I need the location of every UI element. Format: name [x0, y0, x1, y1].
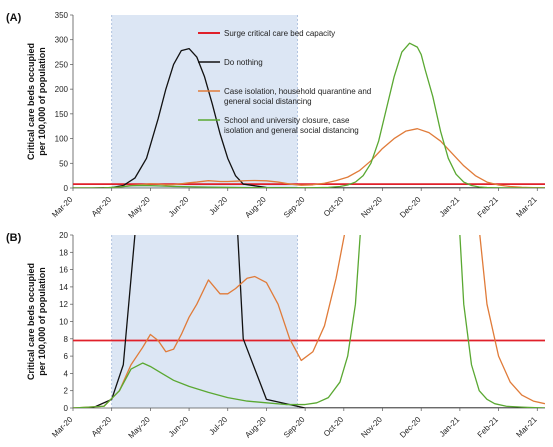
- x-tick-label: Aug-20: [243, 195, 268, 220]
- x-tick-label: Apr-20: [90, 195, 114, 219]
- shaded-intervention-period: [111, 235, 298, 408]
- x-tick-label: Dec-20: [398, 195, 423, 220]
- y-axis-label-line: per 100,000 of population: [37, 47, 47, 156]
- x-tick-label: Feb-21: [476, 415, 501, 440]
- y-tick-label: 2: [64, 387, 69, 396]
- x-tick-label: Dec-20: [398, 415, 423, 440]
- y-tick-label: 50: [59, 159, 68, 168]
- y-tick-label: 200: [55, 85, 69, 94]
- x-tick-label: Feb-21: [476, 195, 501, 220]
- legend-label-line: School and university closure, case: [224, 116, 350, 125]
- x-tick-label: Jan-21: [438, 415, 462, 439]
- legend-label-line: Case isolation, household quarantine and: [224, 87, 371, 96]
- y-tick-label: 4: [64, 369, 69, 378]
- y-tick-label: 0: [64, 404, 69, 413]
- y-tick-label: 8: [64, 335, 69, 344]
- legend-label: Case isolation, household quarantine and…: [224, 87, 371, 106]
- x-tick-label: Jul-20: [207, 415, 229, 437]
- y-axis-label-line: per 100,000 of population: [37, 267, 47, 376]
- x-tick-label: Apr-20: [90, 415, 114, 439]
- x-tick-label: Nov-20: [359, 415, 384, 440]
- panel-label: (B): [6, 232, 22, 244]
- series-line-case-isolation-household-quarantine-and-general-social-distancing: [73, 235, 545, 408]
- x-tick-label: Mar-20: [50, 415, 75, 440]
- legend-label-line: isolation and general social distancing: [224, 126, 359, 135]
- y-tick-label: 0: [64, 184, 69, 193]
- legend: Surge critical care bed capacity Do nothi…: [198, 29, 371, 135]
- x-tick-label: Nov-20: [359, 195, 384, 220]
- legend-label: Surge critical care bed capacity: [224, 29, 335, 38]
- x-tick-label: May-20: [127, 415, 153, 441]
- x-tick-label: Jun-20: [167, 415, 191, 439]
- x-tick-label: Sep-20: [282, 195, 307, 220]
- y-tick-label: 300: [55, 36, 69, 45]
- y-tick-label: 20: [59, 231, 68, 240]
- legend-label-line: general social distancing: [224, 97, 312, 106]
- x-tick-label: Mar-21: [514, 195, 539, 220]
- y-tick-label: 250: [55, 60, 69, 69]
- y-tick-label: 100: [55, 135, 69, 144]
- panel-a: 0 50 100 150 200 250 300 350 Mar-20 Apr-20 May-20 J…: [6, 11, 545, 220]
- series-lines: [73, 235, 545, 408]
- y-tick-label: 16: [59, 266, 68, 275]
- legend-label: Do nothing: [224, 58, 263, 67]
- y-axis-label: Critical care beds occupiedper 100,000 o…: [26, 263, 47, 380]
- x-tick-label: Jun-20: [167, 195, 191, 219]
- y-axis-label-line: Critical care beds occupied: [26, 263, 36, 380]
- series-lines: [73, 42, 545, 188]
- y-tick-label: 6: [64, 352, 69, 361]
- panel-label: (A): [6, 12, 22, 24]
- x-tick-label: Oct-20: [322, 415, 346, 439]
- x-tick-label: Aug-20: [243, 415, 268, 440]
- x-tick-label: Mar-21: [514, 415, 539, 440]
- x-tick-label: May-20: [127, 195, 153, 221]
- shaded-intervention-period: [111, 15, 298, 188]
- legend-label-line: Do nothing: [224, 58, 263, 67]
- legend-label-line: Surge critical care bed capacity: [224, 29, 335, 38]
- y-tick-label: 150: [55, 110, 69, 119]
- x-tick-label: Oct-20: [322, 195, 346, 219]
- y-tick-label: 18: [59, 248, 68, 257]
- y-tick-label: 350: [55, 11, 69, 20]
- y-tick-label: 12: [59, 300, 68, 309]
- y-axis-label: Critical care beds occupiedper 100,000 o…: [26, 43, 47, 160]
- y-axis-label-line: Critical care beds occupied: [26, 43, 36, 160]
- series-line-school-and-university-closure-case-isolation-and-general-social-distancing: [73, 42, 545, 188]
- series-line-do-nothing: [73, 47, 545, 188]
- series-line-school-and-university-closure-case-isolation-and-general-social-distancing: [73, 235, 545, 408]
- y-tick-label: 10: [59, 318, 68, 327]
- legend-label: School and university closure, case isola…: [224, 116, 359, 135]
- x-tick-label: Jan-21: [438, 195, 462, 219]
- y-tick-label: 14: [59, 283, 68, 292]
- x-tick-label: Sep-20: [282, 415, 307, 440]
- series-line-case-isolation-household-quarantine-and-general-social-distancing: [73, 128, 545, 188]
- x-tick-label: Jul-20: [207, 195, 229, 217]
- series-line-do-nothing: [73, 235, 545, 408]
- x-tick-label: Mar-20: [50, 195, 75, 220]
